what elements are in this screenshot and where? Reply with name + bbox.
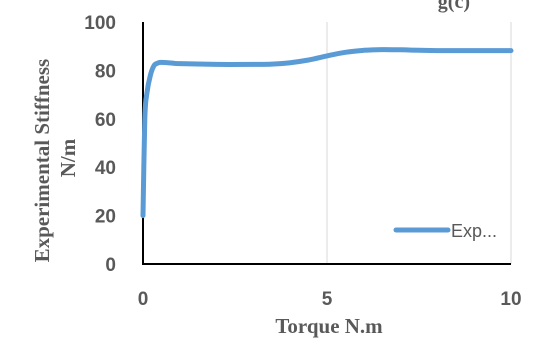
legend: Exp...: [393, 221, 497, 241]
top-caption: g(c): [438, 0, 470, 13]
y-tick-label: 80: [95, 61, 116, 82]
series: [140, 47, 514, 219]
y-axis-title-line-1: Experimental Stiffness: [30, 59, 54, 263]
x-tick-label: 5: [322, 289, 333, 310]
y-tick-label: 100: [84, 13, 116, 34]
series-line: [140, 47, 514, 219]
legend-label: Exp...: [451, 221, 497, 241]
y-tick-label: 20: [95, 207, 116, 228]
x-axis-title: Torque N.m: [275, 314, 383, 338]
y-tick-label: 0: [105, 255, 116, 276]
y-tick-label: 60: [95, 110, 116, 131]
y-axis-title: Experimental Stiffness N/m: [30, 54, 80, 263]
y-axis-title-line-2: N/m: [56, 138, 80, 177]
y-tick-label: 40: [95, 158, 116, 179]
x-tick-label: 0: [138, 289, 149, 310]
x-tick-label: 10: [500, 289, 521, 310]
grid: [326, 22, 512, 264]
